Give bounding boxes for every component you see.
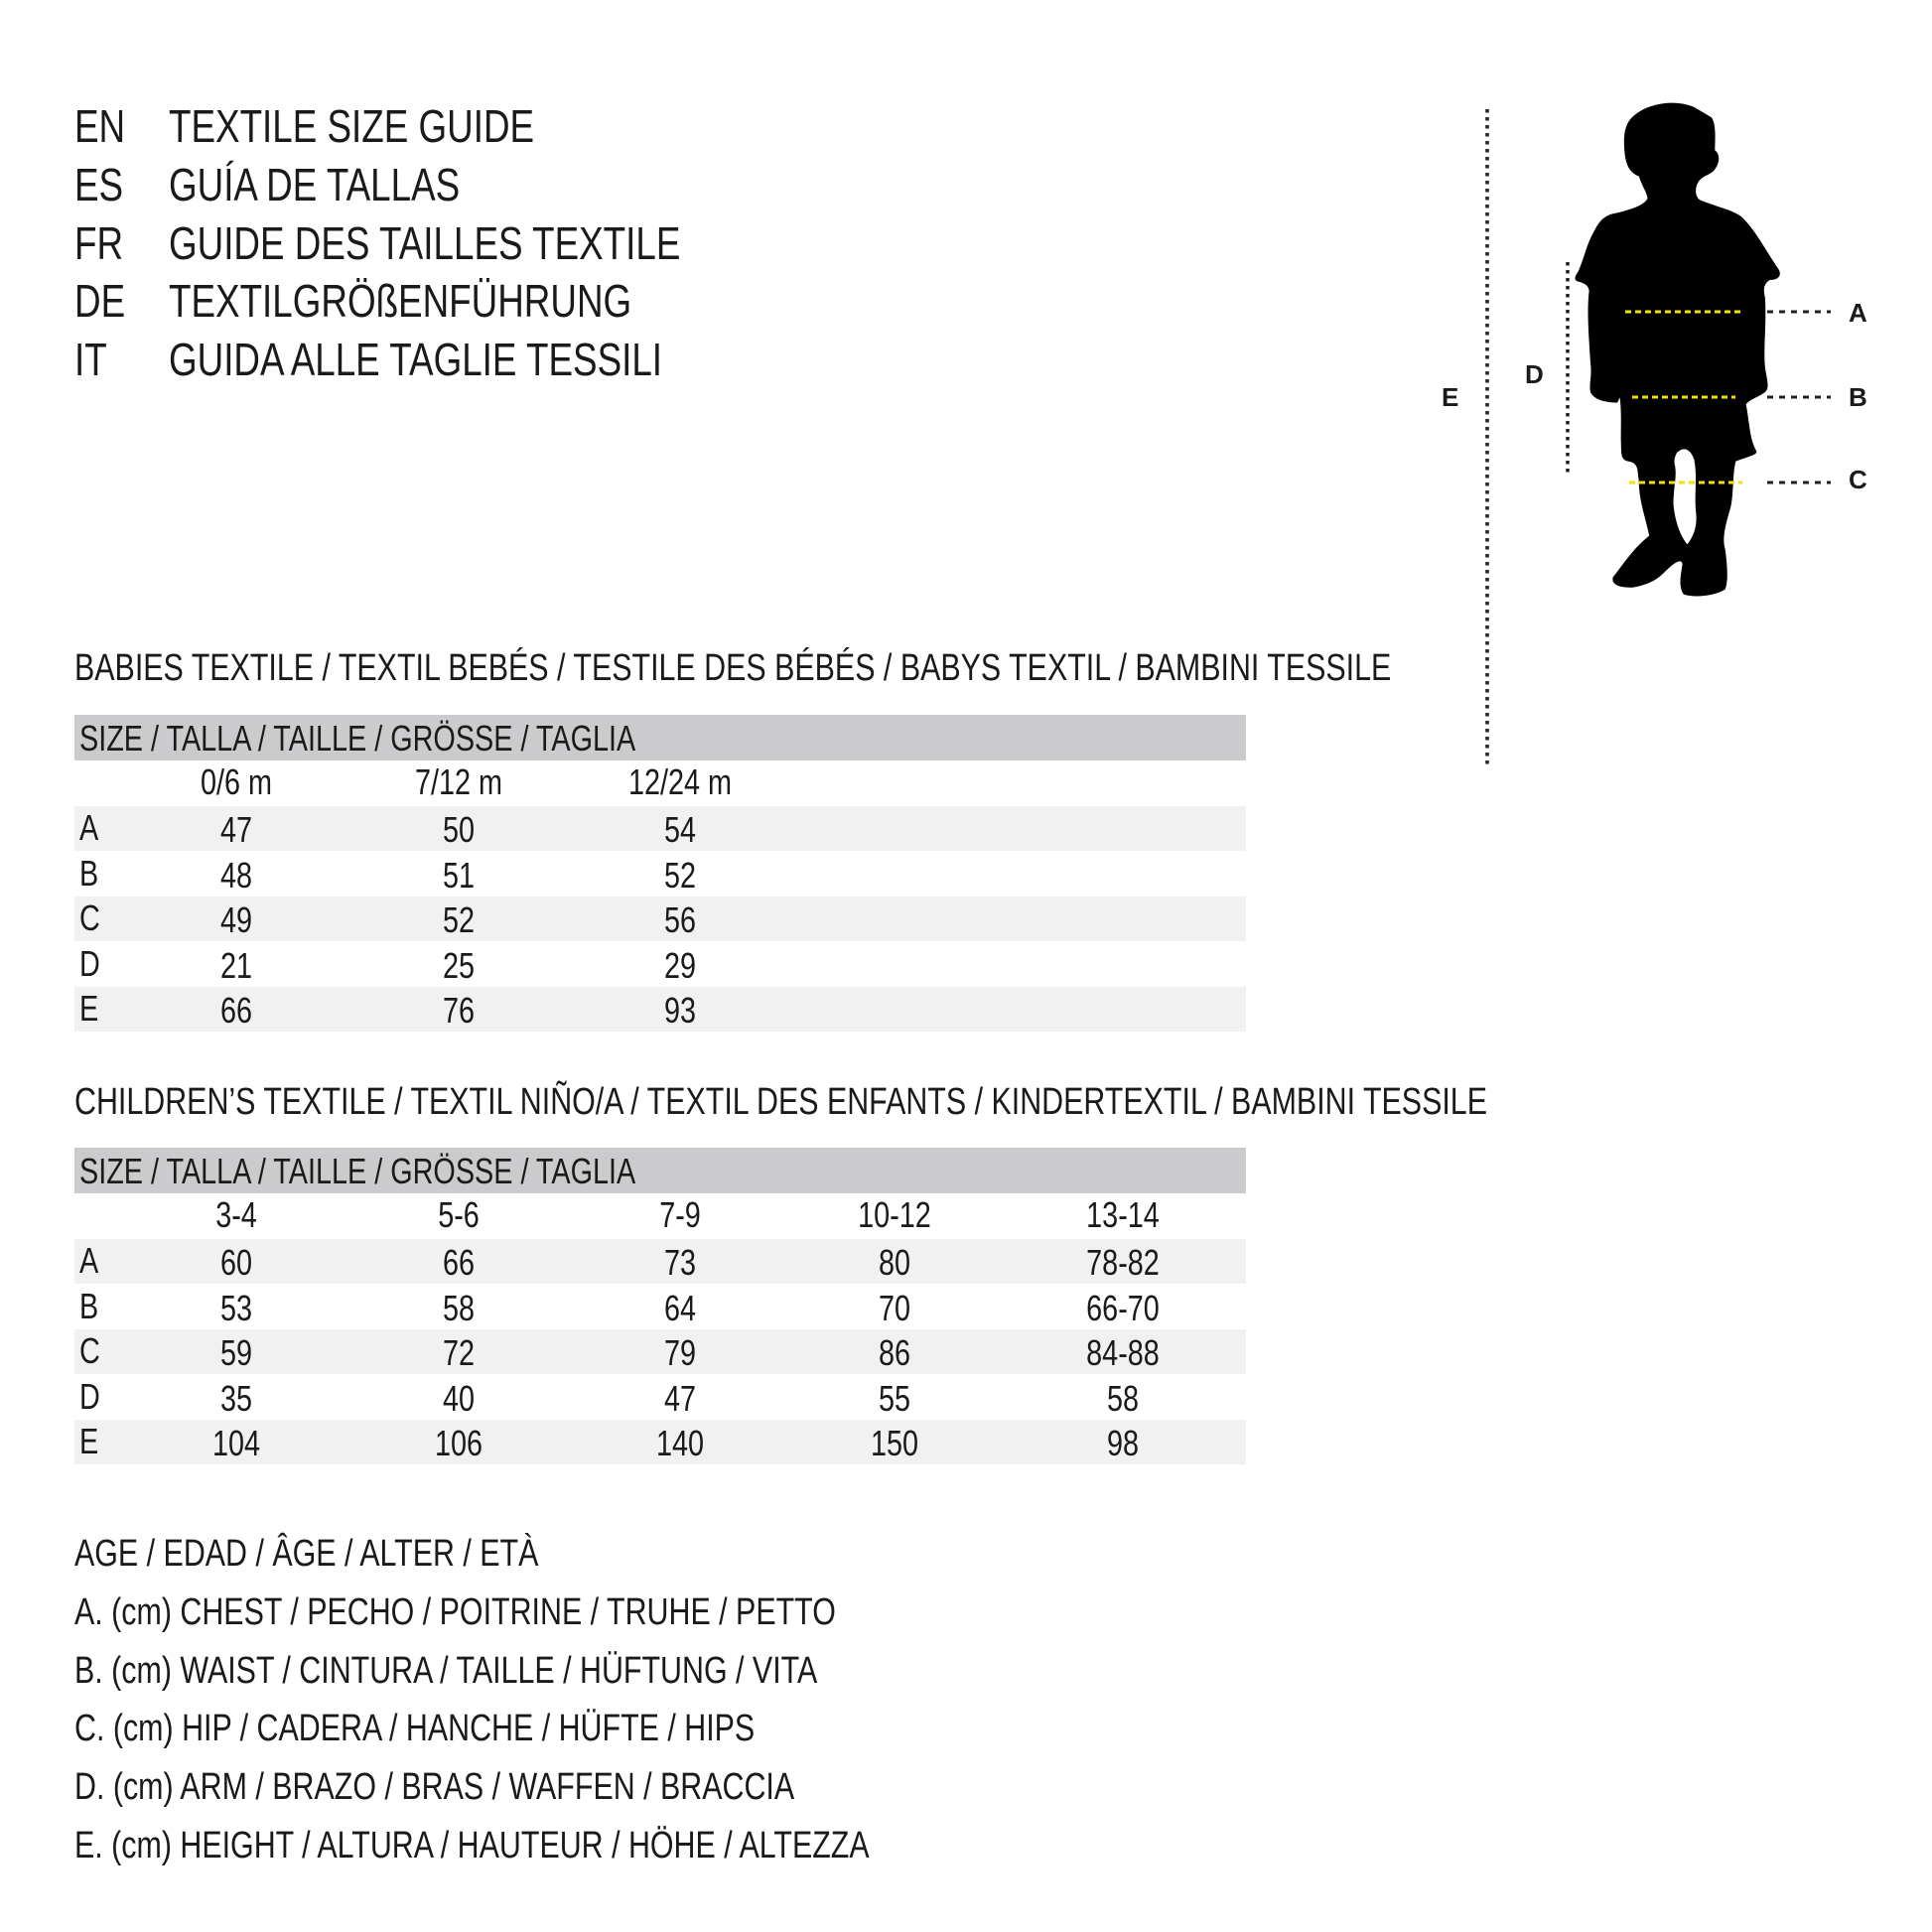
table-cell: 104	[211, 1423, 261, 1463]
table-cell: 21	[219, 944, 253, 986]
figure-label-e: E	[1442, 382, 1459, 412]
lang-code-fr: FR	[74, 217, 124, 269]
column-header: 10-12	[858, 1194, 931, 1235]
row-label: A	[79, 807, 99, 848]
table-row-stripe	[74, 1420, 1246, 1464]
table-cell: 76	[442, 990, 476, 1031]
figure-label-b: B	[1849, 382, 1867, 412]
column-header: 12/24 m	[627, 761, 733, 802]
table-cell: 86	[878, 1332, 911, 1373]
figure-label-c: C	[1849, 465, 1867, 494]
size-header-band	[74, 715, 1246, 760]
table-cell: 29	[663, 944, 697, 986]
lang-code-en: EN	[74, 100, 126, 152]
table-cell: 98	[1106, 1423, 1140, 1463]
table-cell: 47	[219, 809, 253, 850]
legend-arm: D. (cm) ARM / BRAZO / BRAS / WAFFEN / BR…	[74, 1766, 795, 1808]
column-header: 7-9	[659, 1194, 701, 1235]
table-cell: 84-88	[1086, 1332, 1160, 1373]
figure-label-a: A	[1849, 298, 1867, 328]
row-label: B	[79, 852, 99, 894]
title-de: TEXTILGRÖßENFÜHRUNG	[169, 275, 632, 327]
column-header: 0/6 m	[200, 761, 273, 802]
row-label: C	[79, 897, 100, 938]
table-cell: 25	[442, 944, 476, 986]
title-it: GUIDA ALLE TAGLIE TESSILI	[169, 334, 663, 385]
table-cell: 58	[442, 1287, 476, 1328]
title-fr: GUIDE DES TAILLES TEXTILE	[169, 217, 681, 269]
table-cell: 53	[219, 1287, 253, 1328]
row-label: E	[79, 988, 99, 1029]
legend-height: E. (cm) HEIGHT / ALTURA / HAUTEUR / HÖHE…	[74, 1825, 870, 1866]
column-header: 7/12 m	[414, 761, 503, 802]
table-row-stripe	[74, 1329, 1246, 1374]
table-cell: 70	[878, 1287, 911, 1328]
table-cell: 66-70	[1086, 1287, 1160, 1328]
column-header: 13-14	[1086, 1194, 1160, 1235]
table-cell: 35	[219, 1377, 253, 1419]
child-silhouette-shape	[1575, 102, 1780, 597]
table-cell: 49	[219, 899, 253, 940]
table-cell: 79	[663, 1332, 697, 1373]
table-cell: 60	[219, 1242, 253, 1283]
legend-chest: A. (cm) CHEST / PECHO / POITRINE / TRUHE…	[74, 1591, 836, 1633]
column-header: 3-4	[215, 1194, 257, 1235]
row-label: C	[79, 1330, 100, 1371]
table-cell: 66	[219, 990, 253, 1031]
row-label: D	[79, 1375, 100, 1417]
table-cell: 72	[442, 1332, 476, 1373]
table-cell: 51	[442, 854, 476, 896]
figure-label-d: D	[1525, 359, 1544, 389]
row-label: B	[79, 1285, 99, 1326]
table-row-stripe	[74, 897, 1246, 941]
table-cell: 106	[434, 1423, 483, 1463]
table-cell: 93	[663, 990, 697, 1031]
child-silhouette	[1575, 102, 1780, 597]
table-cell: 52	[663, 854, 697, 896]
lang-code-es: ES	[74, 159, 124, 210]
legend-age: AGE / EDAD / ÂGE / ALTER / ETÀ	[74, 1533, 539, 1575]
row-label: D	[79, 942, 100, 984]
lang-code-it: IT	[74, 334, 107, 385]
table-cell: 80	[878, 1242, 911, 1283]
table-cell: 78-82	[1086, 1242, 1160, 1283]
table-cell: 40	[442, 1377, 476, 1419]
table-cell: 48	[219, 854, 253, 896]
row-label: A	[79, 1240, 99, 1281]
table-cell: 66	[442, 1242, 476, 1283]
table-cell: 50	[442, 809, 476, 850]
children-heading: CHILDREN’S TEXTILE / TEXTIL NIÑO/A / TEX…	[74, 1081, 1487, 1123]
table-cell: 54	[663, 809, 697, 850]
legend-hip: C. (cm) HIP / CADERA / HANCHE / HÜFTE / …	[74, 1708, 756, 1749]
title-en: TEXTILE SIZE GUIDE	[169, 100, 535, 152]
size-header-label: SIZE / TALLA / TAILLE / GRÖSSE / TAGLIA	[79, 1151, 636, 1191]
babies-heading: BABIES TEXTILE / TEXTIL BEBÉS / TESTILE …	[74, 647, 1392, 689]
table-cell: 55	[878, 1377, 911, 1419]
row-label: E	[79, 1421, 99, 1461]
table-cell: 52	[442, 899, 476, 940]
table-cell: 140	[655, 1423, 705, 1463]
table-cell: 150	[870, 1423, 919, 1463]
title-es: GUÍA DE TALLAS	[169, 159, 461, 210]
size-header-label: SIZE / TALLA / TAILLE / GRÖSSE / TAGLIA	[79, 718, 636, 759]
table-cell: 56	[663, 899, 697, 940]
size-header-band	[74, 1148, 1246, 1193]
table-cell: 47	[663, 1377, 697, 1419]
legend-waist: B. (cm) WAIST / CINTURA / TAILLE / HÜFTU…	[74, 1650, 818, 1692]
table-row-stripe	[74, 806, 1246, 851]
table-cell: 64	[663, 1287, 697, 1328]
column-header: 5-6	[438, 1194, 480, 1235]
table-cell: 58	[1106, 1377, 1140, 1419]
table-row-stripe	[74, 987, 1246, 1032]
table-row-stripe	[74, 1239, 1246, 1284]
table-cell: 73	[663, 1242, 697, 1283]
lang-code-de: DE	[74, 275, 126, 327]
table-cell: 59	[219, 1332, 253, 1373]
